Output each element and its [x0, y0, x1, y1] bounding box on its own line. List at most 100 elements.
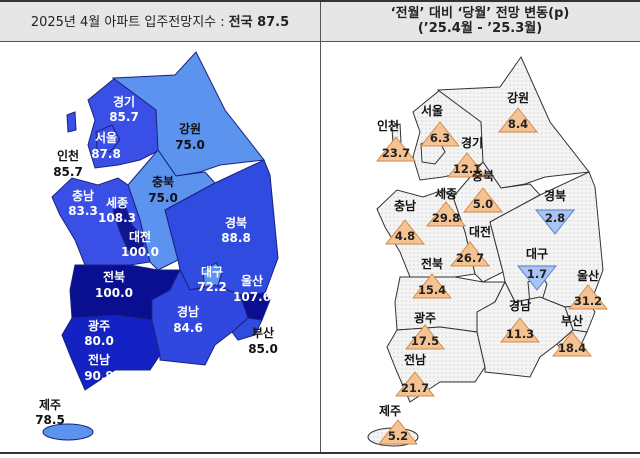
- label-sejong: 세종: [106, 195, 128, 210]
- up-triangle-icon: [384, 219, 426, 245]
- change-label-chungbuk: 충북: [472, 168, 494, 183]
- change-label-jeonbuk: 전북: [421, 256, 443, 271]
- label-gyeongnam: 경남: [177, 304, 199, 319]
- change-label-daegu: 대구: [526, 247, 548, 261]
- value-gangwon: 75.0: [175, 138, 205, 152]
- change-label-jeju: 제주: [379, 404, 401, 418]
- change-value-gwangju: 17.5: [411, 334, 439, 348]
- down-triangle-icon: [516, 265, 558, 291]
- region-incheon: [66, 111, 77, 133]
- left-header: 2025년 4월 아파트 입주전망지수 : 전국 87.5: [0, 0, 320, 42]
- value-jeonbuk: 100.0: [95, 286, 133, 300]
- change-label-sejong: 세종: [435, 186, 457, 201]
- change-value-gangwon: 8.4: [508, 117, 528, 131]
- up-triangle-icon: [404, 324, 446, 350]
- change-value-gyeongbuk: 2.8: [545, 211, 565, 225]
- change-label-gangwon: 강원: [507, 91, 529, 105]
- value-seoul: 87.8: [91, 147, 121, 161]
- up-triangle-icon: [449, 241, 491, 267]
- region-jeju: [42, 423, 94, 441]
- region-gangwon: [111, 51, 265, 177]
- top-border: [0, 0, 640, 2]
- up-triangle-icon: [394, 371, 436, 397]
- change-label-gyeonggi: 경기: [461, 135, 483, 150]
- region-sejong-daejeon: [112, 204, 146, 256]
- region-jeonnam: [61, 314, 161, 391]
- panel-divider: [320, 0, 321, 452]
- index-map: [42, 51, 279, 441]
- value-gwangju: 80.0: [84, 334, 114, 348]
- change-value-incheon: 23.7: [382, 146, 410, 160]
- change-label-incheon: 인천: [377, 118, 399, 133]
- value-busan: 85.0: [248, 342, 278, 356]
- change-value-jeonbuk: 15.4: [418, 283, 446, 297]
- change-label-seoul: 서울: [421, 103, 443, 118]
- label-chungbuk: 충북: [152, 174, 174, 189]
- label-chungnam: 충남: [72, 188, 94, 203]
- up-triangle-icon: [446, 152, 488, 178]
- label-daegu: 대구: [201, 265, 223, 279]
- region-gyeongnam: [151, 268, 249, 366]
- change-value-sejong: 29.8: [432, 211, 460, 225]
- up-triangle-icon: [419, 121, 461, 147]
- label-gyeonggi: 경기: [113, 94, 135, 109]
- up-triangle-icon: [375, 136, 417, 162]
- value-incheon: 85.7: [53, 165, 83, 179]
- change-value-chungbuk: 5.0: [473, 197, 493, 211]
- bottom-border: [0, 452, 640, 454]
- value-ulsan: 107.6: [233, 290, 271, 304]
- value-jeonnam: 90.9: [84, 369, 114, 383]
- change-label-chungnam: 충남: [394, 198, 416, 213]
- label-gangwon: 강원: [179, 122, 201, 136]
- label-jeju: 제주: [39, 398, 61, 412]
- change-label-gyeongbuk: 경북: [544, 189, 566, 203]
- up-triangle-icon: [499, 317, 541, 343]
- label-gyeongbuk: 경북: [225, 216, 247, 230]
- change-value-jeonnam: 21.7: [401, 381, 429, 395]
- value-chungnam: 83.3: [68, 204, 98, 218]
- down-triangle-icon: [534, 209, 576, 235]
- change-label-gwangju: 광주: [414, 310, 436, 325]
- right-header: ‘전월’ 대비 ‘당월’ 전망 변동(p) (’25.4월 - ’25.3월): [320, 0, 640, 42]
- up-triangle-icon: [567, 284, 609, 310]
- left-title: 2025년 4월 아파트 입주전망지수 :: [30, 15, 225, 30]
- value-gyeongnam: 84.6: [173, 321, 203, 335]
- label-busan: 부산: [252, 325, 274, 340]
- up-triangle-icon: [377, 419, 419, 445]
- right-title-line2: (’25.4월 - ’25.3월): [417, 20, 543, 36]
- national-index: 전국 87.5: [228, 15, 290, 30]
- value-sejong: 108.3: [98, 211, 136, 225]
- change-label-gyeongnam: 경남: [509, 298, 531, 313]
- change-markers: 강원 8.4 서울 6.3 인천 23.7 경기 12.1충북 5.0 경북 2.8 세종 29.8 충남…: [375, 91, 609, 445]
- label-jeonbuk: 전북: [103, 269, 125, 284]
- change-label-jeonnam: 전남: [404, 352, 426, 367]
- change-value-ulsan: 31.2: [574, 294, 602, 308]
- change-value-busan: 18.4: [558, 341, 586, 355]
- label-jeonnam: 전남: [88, 352, 110, 367]
- change-label-busan: 부산: [561, 313, 583, 328]
- value-jeju: 78.5: [35, 413, 65, 427]
- change-value-gyeonggi: 12.1: [453, 162, 481, 176]
- change-value-gyeongnam: 11.3: [506, 327, 534, 341]
- change-value-chungnam: 4.8: [395, 229, 415, 243]
- up-triangle-icon: [551, 331, 593, 357]
- label-daejeon: 대전: [129, 229, 151, 244]
- change-value-daejeon: 26.7: [456, 251, 484, 265]
- change-value-jeju: 5.2: [388, 429, 408, 443]
- change-label-daejeon: 대전: [469, 224, 491, 239]
- value-daegu: 72.2: [197, 280, 227, 294]
- value-daejeon: 100.0: [121, 245, 159, 259]
- index-labels: 경기 85.7 강원 75.0 서울 87.8 인천 85.7 충북 75.0 …: [35, 94, 278, 427]
- right-title-line1: ‘전월’ 대비 ‘당월’ 전망 변동(p): [390, 5, 570, 21]
- label-seoul: 서울: [95, 130, 117, 145]
- up-triangle-icon: [425, 201, 467, 227]
- label-ulsan: 울산: [241, 273, 263, 288]
- region-seoul: [95, 124, 121, 153]
- change-value-seoul: 6.3: [430, 131, 450, 145]
- label-gwangju: 광주: [88, 318, 110, 333]
- up-triangle-icon: [462, 187, 504, 213]
- value-chungbuk: 75.0: [148, 191, 178, 205]
- value-gyeongbuk: 88.8: [221, 231, 251, 245]
- change-value-daegu: 1.7: [527, 267, 547, 281]
